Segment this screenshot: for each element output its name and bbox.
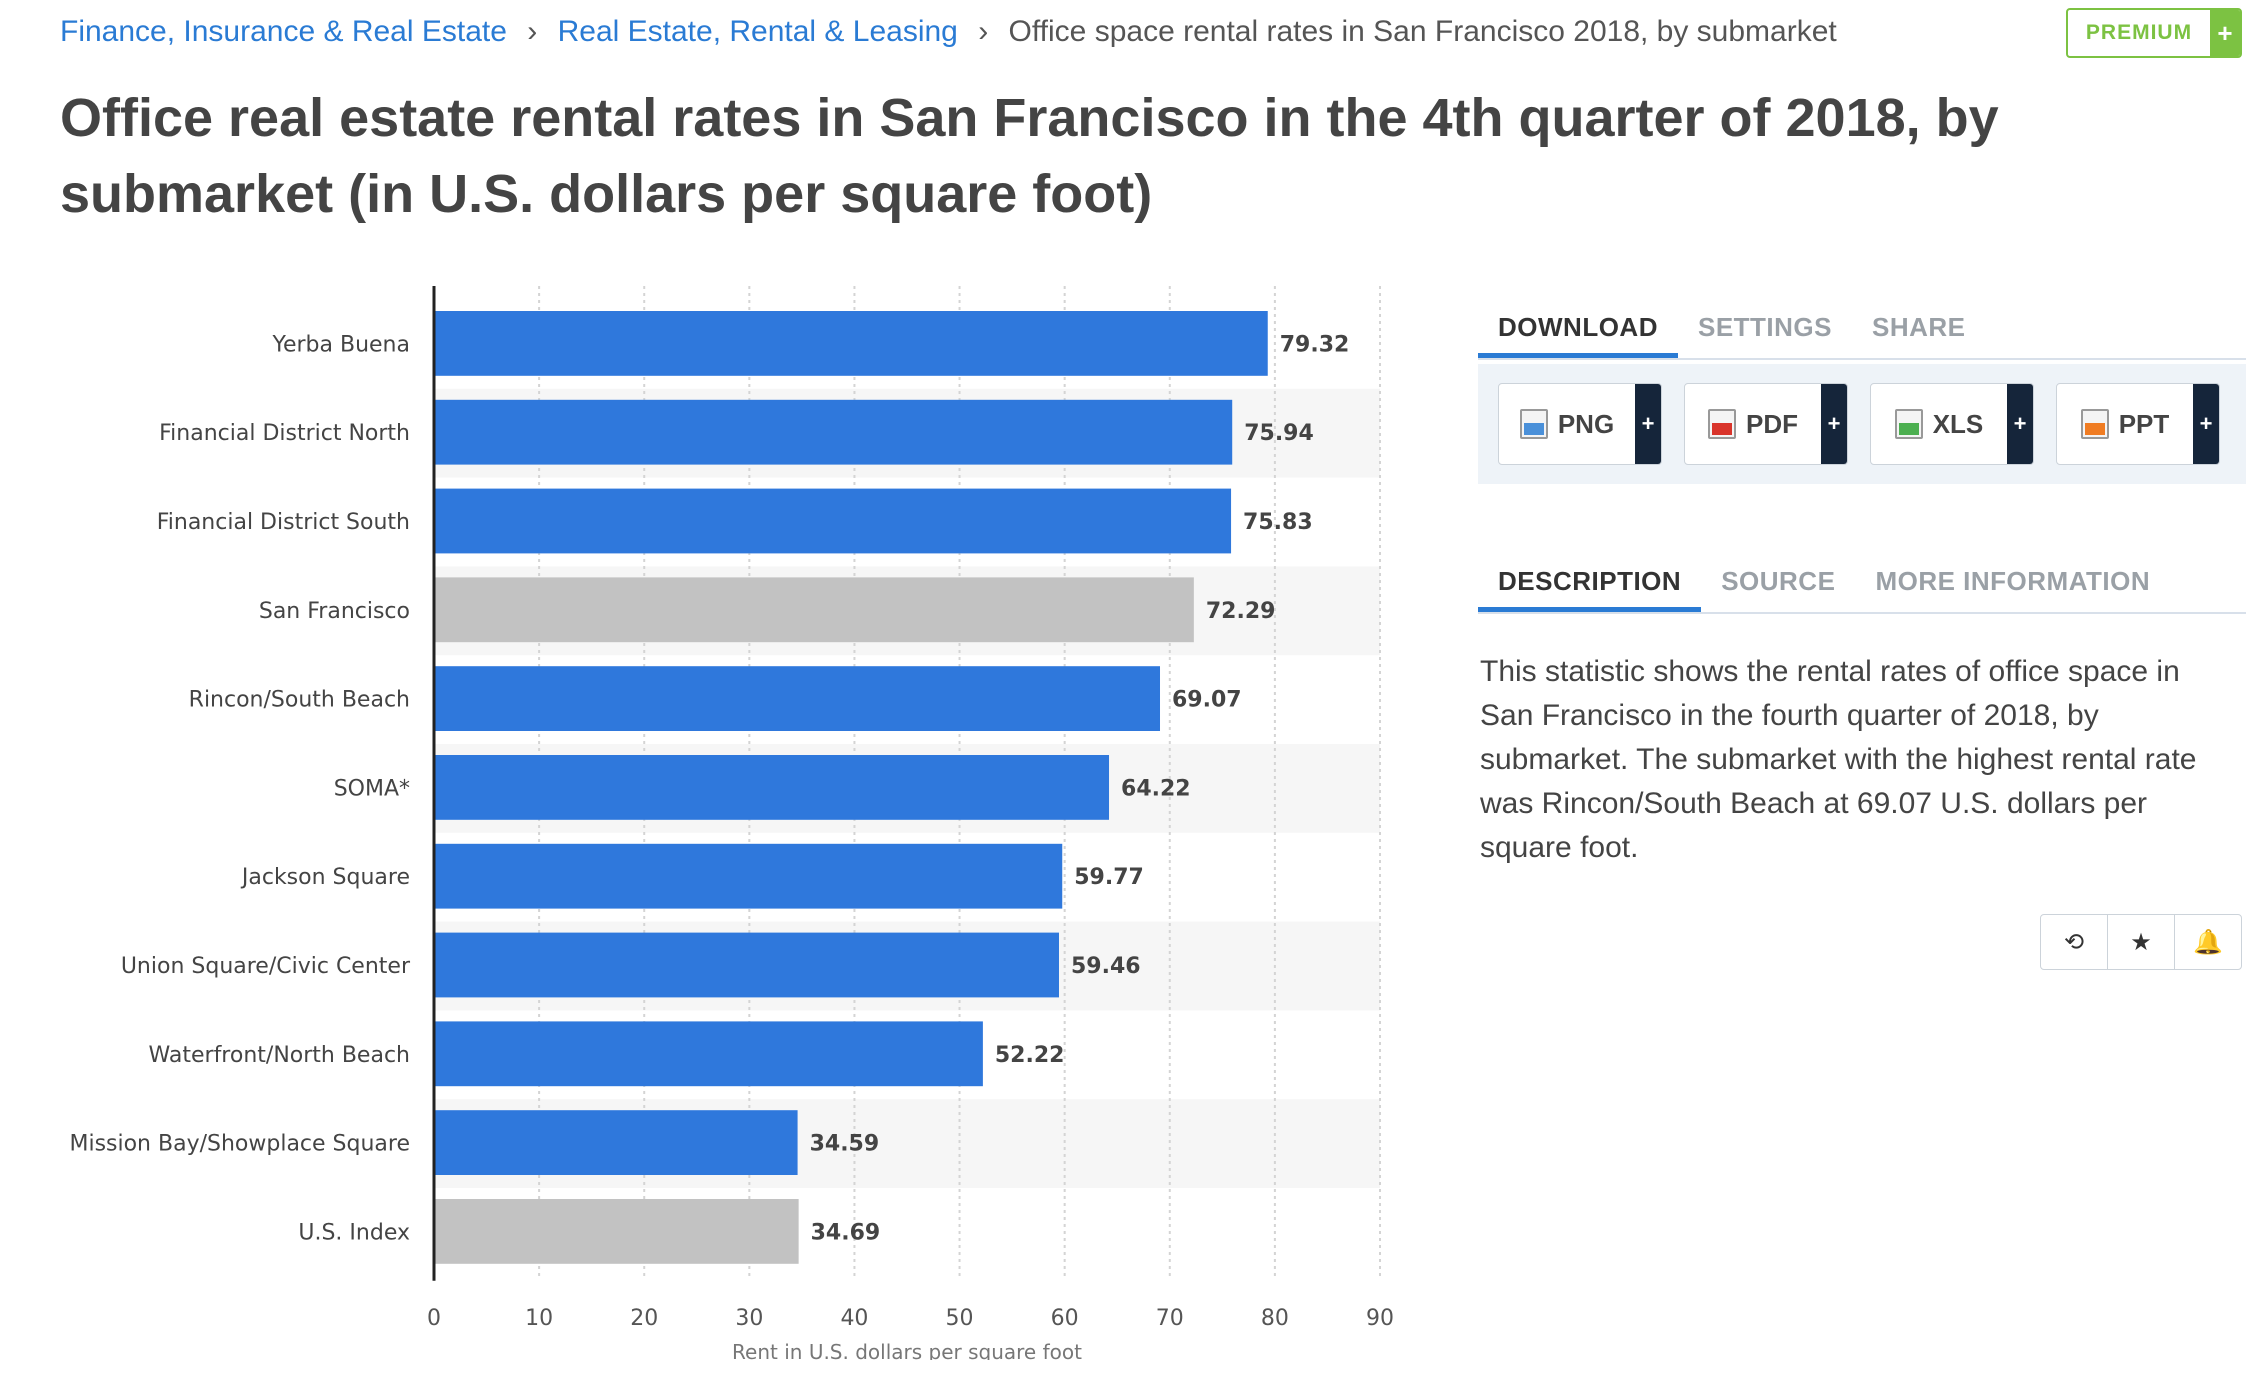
bar[interactable]: [434, 1199, 799, 1264]
pdf-file-icon: [1708, 409, 1736, 439]
data-label: 59.46: [1071, 954, 1141, 979]
category-label: Yerba Buena: [271, 332, 410, 357]
ppt-file-icon: [2080, 409, 2109, 439]
description-text: This statistic shows the rental rates of…: [1480, 655, 2197, 864]
x-tick-label: 40: [840, 1306, 868, 1331]
tab-description[interactable]: DESCRIPTION: [1478, 556, 1702, 612]
tab-settings[interactable]: SETTINGS: [1697, 312, 1832, 342]
bar-chart: Yerba Buena 79.32 Financial District North…: [69, 286, 1394, 1360]
data-label: 59.77: [1074, 865, 1144, 890]
category-label: Waterfront/North Beach: [149, 1043, 410, 1068]
tab-download[interactable]: DOWNLOAD: [1478, 302, 1678, 358]
data-label: 64.22: [1121, 776, 1191, 801]
history-icon[interactable]: ⟲: [2041, 915, 2108, 969]
download-tabs: DOWNLOAD SETTINGS SHARE: [1478, 302, 2246, 360]
breadcrumb-link-real-estate[interactable]: Real Estate, Rental & Leasing: [557, 15, 958, 48]
png-file-icon: [1519, 409, 1548, 439]
data-label: 75.83: [1243, 510, 1313, 535]
star-icon[interactable]: ★: [2108, 915, 2175, 969]
plus-icon: +: [1635, 384, 1661, 464]
bar[interactable]: [434, 399, 1233, 465]
download-png-button[interactable]: PNG +: [1498, 383, 1662, 465]
category-label: Jackson Square: [240, 865, 410, 890]
x-tick-label: 70: [1156, 1306, 1184, 1331]
bar[interactable]: [434, 755, 1110, 820]
data-label: 75.94: [1244, 421, 1314, 446]
x-tick-label: 80: [1261, 1306, 1289, 1331]
bar[interactable]: [434, 577, 1194, 643]
tab-source[interactable]: SOURCE: [1721, 566, 1836, 596]
data-label: 52.22: [995, 1043, 1065, 1068]
page-title: Office real estate rental rates in San F…: [60, 88, 1999, 224]
premium-badge[interactable]: PREMIUM +: [2066, 8, 2242, 58]
category-label: SOMA*: [334, 776, 410, 801]
breadcrumb-link-finance[interactable]: Finance, Insurance & Real Estate: [60, 15, 507, 48]
download-ppt-label: PPT: [2118, 408, 2170, 439]
xls-file-icon: [1894, 409, 1923, 439]
category-label: Financial District North: [159, 421, 410, 446]
data-label: 69.07: [1172, 688, 1242, 713]
data-label: 72.29: [1206, 599, 1276, 624]
bar[interactable]: [434, 932, 1059, 998]
bar[interactable]: [434, 1021, 983, 1087]
bar[interactable]: [434, 843, 1063, 909]
category-label: Mission Bay/Showplace Square: [69, 1132, 410, 1157]
download-pdf-label: PDF: [1746, 408, 1798, 439]
x-tick-label: 10: [525, 1306, 553, 1331]
breadcrumb-separator: ›: [527, 15, 538, 48]
bell-icon[interactable]: 🔔: [2193, 928, 2223, 956]
category-label: Financial District South: [157, 510, 410, 535]
plus-icon: +: [2210, 10, 2240, 56]
x-tick-label: 20: [630, 1306, 658, 1331]
x-tick-label: 50: [946, 1306, 974, 1331]
download-panel: PNG + PDF + XLS + PPT +: [1478, 364, 2246, 484]
x-tick-label: 30: [735, 1306, 763, 1331]
bar[interactable]: [434, 1110, 798, 1175]
premium-label: PREMIUM: [2085, 21, 2193, 44]
tab-more-information[interactable]: MORE INFORMATION: [1875, 566, 2151, 596]
data-label: 34.59: [810, 1132, 880, 1157]
download-pdf-button[interactable]: PDF +: [1684, 383, 1848, 465]
action-buttons: ⟲ ★ 🔔: [2040, 914, 2242, 970]
x-tick-label: 90: [1366, 1306, 1394, 1331]
bar[interactable]: [434, 311, 1268, 376]
download-xls-button[interactable]: XLS +: [1870, 383, 2034, 465]
tab-share[interactable]: SHARE: [1872, 312, 1966, 342]
breadcrumb: Finance, Insurance & Real Estate › Real …: [60, 10, 1837, 54]
info-tabs: DESCRIPTION SOURCE MORE INFORMATION: [1478, 556, 2246, 614]
download-xls-label: XLS: [1932, 408, 1984, 439]
category-label: Union Square/Civic Center: [121, 954, 411, 979]
x-axis-label: Rent in U.S. dollars per square foot: [732, 1340, 1082, 1360]
download-ppt-button[interactable]: PPT +: [2056, 383, 2220, 465]
data-label: 34.69: [811, 1220, 881, 1245]
plus-icon: +: [2193, 384, 2219, 464]
bar[interactable]: [434, 666, 1161, 731]
category-label: U.S. Index: [298, 1220, 410, 1245]
download-png-label: PNG: [1557, 408, 1615, 439]
data-label: 79.32: [1280, 332, 1350, 357]
bar[interactable]: [434, 488, 1232, 554]
breadcrumb-current: Office space rental rates in San Francis…: [1008, 15, 1837, 48]
category-label: Rincon/South Beach: [189, 688, 410, 713]
plus-icon: +: [2007, 384, 2033, 464]
category-label: San Francisco: [259, 599, 410, 624]
x-tick-label: 60: [1051, 1306, 1079, 1331]
x-tick-label: 0: [427, 1306, 441, 1331]
breadcrumb-separator: ›: [978, 15, 989, 48]
plus-icon: +: [1821, 384, 1847, 464]
